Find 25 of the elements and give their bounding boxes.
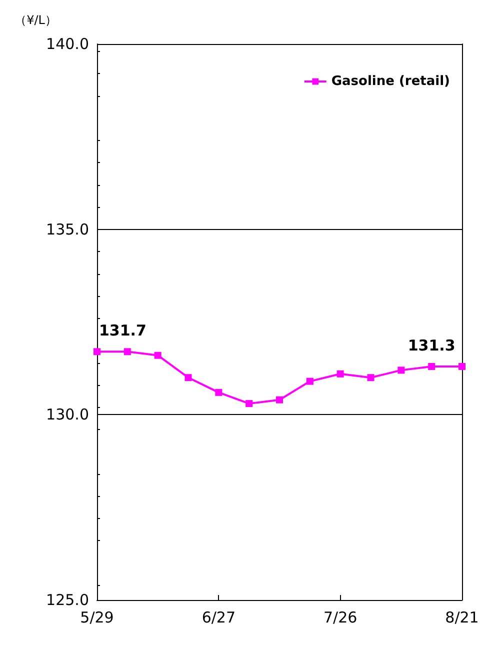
point xyxy=(336,370,344,378)
y-axis-title: （¥/L） xyxy=(14,13,57,27)
legend-label: Gasoline (retail) xyxy=(331,74,450,89)
point xyxy=(367,374,374,382)
y-tick-label: 135.0 xyxy=(46,220,89,238)
x-tick-label: 7/26 xyxy=(323,608,358,626)
point xyxy=(458,362,466,370)
point xyxy=(184,374,192,382)
point xyxy=(398,366,405,374)
x-tick-label: 6/27 xyxy=(202,608,236,626)
point xyxy=(428,362,436,370)
y-tick-label: 140.0 xyxy=(46,35,89,53)
point xyxy=(306,378,314,385)
point xyxy=(94,348,100,356)
data-label: 131.7 xyxy=(99,322,146,340)
point xyxy=(276,396,283,404)
point xyxy=(124,348,131,356)
y-tick-label: 125.0 xyxy=(46,591,89,609)
point xyxy=(154,352,162,359)
point xyxy=(215,388,222,396)
x-tick-label: 5/29 xyxy=(80,608,114,626)
data-label: 131.3 xyxy=(408,336,456,354)
point xyxy=(246,400,253,408)
y-tick-label: 130.0 xyxy=(46,406,89,424)
x-tick-label: 8/21 xyxy=(445,608,479,626)
